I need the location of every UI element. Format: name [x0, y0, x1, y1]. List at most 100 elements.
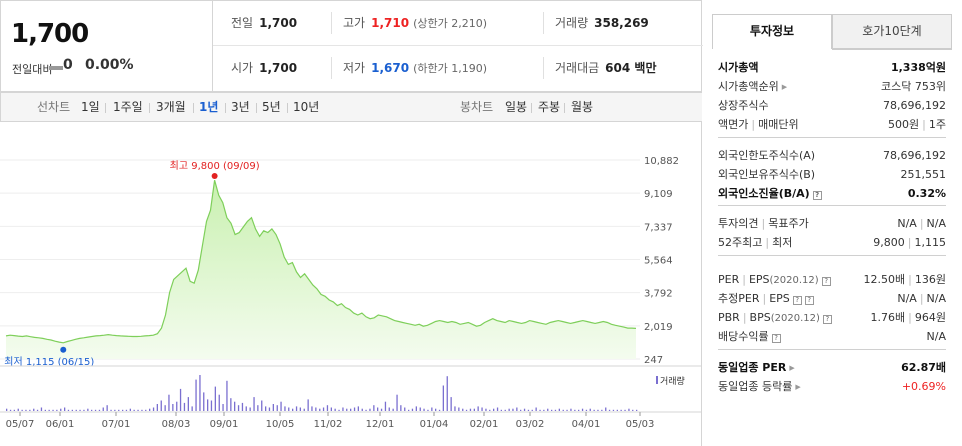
volume-bar	[145, 409, 147, 411]
x-tick-label: 08/03	[162, 419, 191, 430]
volume-bar	[462, 408, 464, 411]
divider: |	[922, 118, 926, 131]
volume-bar	[384, 401, 387, 411]
info-key-text-2: EPS	[748, 273, 770, 286]
candle-monthly[interactable]: 월봉	[571, 100, 594, 114]
change-label: 전일대비	[12, 63, 53, 76]
help-icon[interactable]: ?	[771, 334, 781, 343]
divider: |	[907, 236, 912, 249]
info-key: 52주최고 | 최저	[718, 233, 792, 252]
info-group-g5: 동일업종 PER ▶ 62.87배 동일업종 등락률 ▶ +0.69%	[718, 358, 946, 400]
candle-weekly[interactable]: 주봉	[538, 100, 561, 114]
volume-bar	[465, 409, 468, 411]
volume-bar	[338, 409, 340, 411]
low-price: 저가 1,670 (하한가 1,190)	[343, 46, 487, 91]
divider	[256, 103, 257, 113]
period-1y[interactable]: 1년	[199, 100, 219, 114]
help-icon[interactable]: ?	[822, 315, 832, 324]
volume-bar	[207, 399, 209, 411]
info-key-text-2: 목표주가	[768, 217, 809, 230]
divider: |	[751, 118, 756, 131]
period-1d[interactable]: 1일	[81, 100, 100, 114]
info-value: 78,696,192	[883, 99, 946, 112]
candle-daily[interactable]: 일봉	[505, 100, 528, 114]
info-key: 외국인한도주식수(A)	[718, 146, 815, 165]
info-row: 액면가 | 매매단위 500원 | 1주	[718, 115, 946, 134]
y-tick-label: 247	[644, 355, 663, 366]
arrow-right-icon[interactable]: ▶	[795, 383, 801, 391]
divider	[105, 103, 106, 113]
volume-bar	[554, 409, 557, 411]
volume-bar	[44, 409, 46, 411]
volume-bar	[535, 407, 537, 411]
volume-bar	[481, 407, 483, 411]
arrow-right-icon[interactable]: ▶	[789, 364, 795, 372]
volume-bar	[539, 409, 541, 411]
info-row: 외국인한도주식수(A) 78,696,192	[718, 146, 946, 165]
volume-bar	[419, 407, 421, 411]
info-key-text: 외국인한도주식수(A)	[718, 149, 816, 162]
volume-bar	[493, 408, 495, 411]
info-group-g2: 외국인한도주식수(A) 78,696,192 외국인보유주식수(B) 251,551 외…	[718, 146, 946, 206]
volume-bar	[164, 405, 166, 411]
info-key: 외국인소진율(B/A)?	[718, 184, 822, 203]
volume-bar	[253, 397, 255, 411]
tab-investment-info[interactable]: 투자정보	[712, 14, 832, 49]
info-tabs: 투자정보 호가10단계	[712, 14, 952, 49]
period-5y[interactable]: 5년	[262, 100, 281, 114]
period-3y[interactable]: 3년	[231, 100, 250, 114]
help-icon[interactable]: ?	[812, 191, 822, 200]
volume-bar	[624, 409, 626, 411]
tab-order-book[interactable]: 호가10단계	[832, 14, 952, 49]
volume-bar	[508, 408, 510, 411]
info-row: 동일업종 등락률 ▶ +0.69%	[718, 377, 946, 396]
info-value: +0.69%	[901, 380, 946, 393]
volume-bar	[628, 408, 630, 411]
divider	[225, 103, 226, 113]
volume-bar	[551, 409, 553, 411]
low-marker	[60, 346, 67, 353]
arrow-right-icon[interactable]: ▶	[781, 83, 788, 91]
volume-bar	[137, 409, 139, 411]
info-row: 시가총액순위 ▶ 코스닥 753위	[718, 77, 946, 96]
info-value-text: N/A	[897, 292, 917, 305]
period-10y[interactable]: 10년	[293, 100, 320, 114]
info-key-text: PBR	[718, 311, 740, 324]
volume-bar	[98, 409, 101, 411]
volume-bar	[199, 375, 201, 411]
divider: |	[761, 217, 766, 230]
help-icon[interactable]: ?	[792, 296, 802, 305]
volume-bar	[276, 405, 278, 411]
volume-bar	[411, 408, 414, 411]
divider: |	[919, 292, 924, 305]
divider: |	[742, 311, 747, 324]
info-value: 코스닥 753위	[881, 80, 946, 93]
volume-bar	[531, 409, 533, 411]
help-icon[interactable]: ?	[804, 296, 814, 305]
info-key: 추정PER | EPS??	[718, 289, 814, 308]
period-1w[interactable]: 1주일	[113, 100, 143, 114]
volume-bar	[454, 406, 456, 411]
volume-bar	[195, 379, 197, 411]
volume-bar	[574, 409, 576, 411]
volume-bar	[13, 409, 15, 411]
info-key-text: 추정PER	[718, 292, 760, 305]
volume-bar	[91, 409, 93, 411]
period-3m[interactable]: 3개월	[156, 100, 186, 114]
help-icon[interactable]: ?	[821, 277, 831, 286]
info-key: 동일업종 PER ▶	[718, 358, 795, 378]
info-period: (2020.12)	[770, 313, 820, 324]
volume-bar	[427, 409, 429, 411]
volume-bar	[516, 407, 518, 411]
info-value-text: 9,800	[873, 236, 905, 249]
volume-bar	[415, 406, 417, 411]
info-key-text: 상장주식수	[718, 99, 769, 112]
info-key-text-2: BPS	[749, 311, 771, 324]
volume-bar	[512, 408, 514, 411]
info-key: 액면가 | 매매단위	[718, 115, 799, 134]
high-label: 고가	[343, 16, 366, 30]
candle-chart-label: 봉차트	[460, 100, 494, 114]
y-tick-label: 3,792	[644, 289, 673, 300]
investment-info-panel: 투자정보 호가10단계 시가총액 1,338억원 시가총액순위 ▶ 코스닥 753위 상장…	[712, 14, 952, 434]
volume-bar	[64, 407, 66, 411]
